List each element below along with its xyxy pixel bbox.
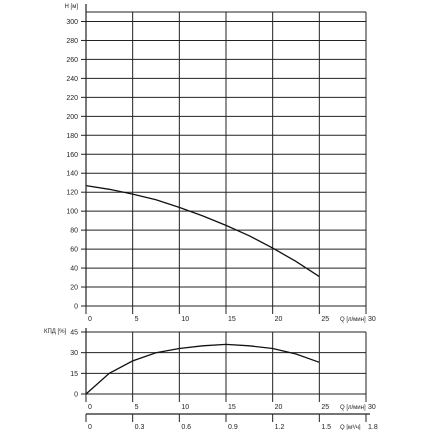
y-tick-label: 80: [70, 228, 78, 235]
y-axis-label: КПД [%]: [44, 329, 67, 335]
y-tick-label: 220: [66, 95, 78, 102]
x-tick-label: 0: [88, 404, 92, 411]
x-axis-label: Q [л/мин]: [340, 317, 366, 323]
y-tick-label: 200: [66, 114, 78, 121]
x-axis-label: Q [л/мин]: [340, 405, 366, 411]
y-tick-label: 140: [66, 171, 78, 178]
y-tick-label: 280: [66, 38, 78, 45]
x-tick-label: 15: [228, 404, 236, 411]
x-tick-label: 5: [135, 404, 139, 411]
y-tick-label: 45: [70, 330, 78, 337]
y-tick-label: 180: [66, 133, 78, 140]
x-tick-label: 25: [321, 404, 329, 411]
x-tick-label: 1.8: [368, 424, 378, 430]
x-tick-label: 0: [88, 316, 92, 323]
x-tick-label: 30: [368, 404, 376, 411]
x-tick-label: 25: [321, 316, 329, 323]
y-tick-label: 60: [70, 247, 78, 254]
x-tick-label: 30: [368, 316, 376, 323]
x-tick-label: 0.3: [135, 424, 145, 430]
x-tick-label: 5: [135, 316, 139, 323]
x-tick-label: 0.9: [228, 424, 238, 430]
flow-m3h-axis: 0 0.3 0.6 0.9 1.2 1.5 1.8 Q [м³/ч]: [85, 413, 378, 431]
x-tick-label: 15: [228, 316, 236, 323]
x-tick-label: 10: [181, 316, 189, 323]
x-tick-label: 20: [275, 316, 283, 323]
head-curve: [85, 184, 320, 278]
x-axis-label: Q [м³/ч]: [340, 425, 361, 430]
y-tick-label: 260: [66, 57, 78, 64]
y-tick-label: 100: [66, 209, 78, 216]
y-tick-label: 0: [74, 304, 78, 311]
x-tick-label: 0: [88, 424, 92, 430]
x-tick-label: 0.6: [181, 424, 191, 430]
y-tick-label: 15: [70, 371, 78, 378]
y-axis-label: H [м]: [65, 4, 79, 10]
y-tick-label: 30: [70, 350, 78, 357]
x-tick-label: 1.5: [321, 424, 331, 430]
y-tick-label: 120: [66, 190, 78, 197]
x-tick-label: 20: [275, 404, 283, 411]
head-chart: 0 5 10 15 20 25 300204060801001201401601802002…: [65, 4, 376, 323]
y-tick-label: 20: [70, 285, 78, 292]
efficiency-curve: [85, 343, 320, 395]
y-tick-label: 0: [74, 392, 78, 399]
y-tick-label: 300: [66, 19, 78, 26]
x-tick-label: 10: [181, 404, 189, 411]
y-tick-label: 160: [66, 152, 78, 159]
y-tick-label: 40: [70, 266, 78, 273]
x-tick-label: 1.2: [275, 424, 285, 430]
y-tick-label: 240: [66, 76, 78, 83]
